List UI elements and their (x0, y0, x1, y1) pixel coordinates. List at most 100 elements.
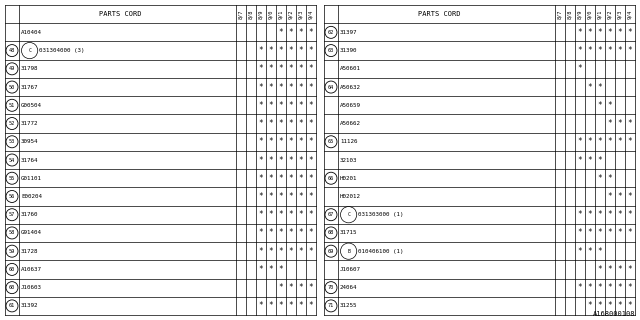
Text: 9/2: 9/2 (289, 9, 294, 19)
Text: *: * (269, 119, 273, 128)
Text: *: * (598, 265, 602, 274)
Text: *: * (308, 46, 314, 55)
Text: 8/9: 8/9 (577, 9, 582, 19)
Text: *: * (299, 301, 303, 310)
Text: 70: 70 (328, 285, 334, 290)
Text: *: * (588, 83, 592, 92)
Text: *: * (289, 192, 293, 201)
Text: 31728: 31728 (21, 249, 38, 254)
Text: 54: 54 (9, 157, 15, 163)
Text: *: * (269, 174, 273, 183)
Text: *: * (278, 301, 284, 310)
Text: *: * (608, 119, 612, 128)
Text: *: * (278, 192, 284, 201)
Text: *: * (299, 83, 303, 92)
Text: 52: 52 (9, 121, 15, 126)
Text: J10607: J10607 (340, 267, 361, 272)
Text: 56: 56 (9, 194, 15, 199)
Text: *: * (598, 101, 602, 110)
Text: A10404: A10404 (21, 30, 42, 35)
Text: *: * (308, 64, 314, 73)
Text: *: * (578, 46, 582, 55)
Text: *: * (618, 210, 622, 219)
Text: *: * (289, 210, 293, 219)
Text: 24064: 24064 (340, 285, 358, 290)
Text: *: * (578, 28, 582, 37)
Text: *: * (608, 228, 612, 237)
Text: 9/3: 9/3 (618, 9, 623, 19)
Text: *: * (608, 137, 612, 146)
Text: *: * (299, 101, 303, 110)
Text: *: * (608, 301, 612, 310)
Text: *: * (259, 119, 263, 128)
Text: *: * (299, 192, 303, 201)
Text: *: * (308, 228, 314, 237)
Text: *: * (278, 156, 284, 164)
Text: *: * (618, 119, 622, 128)
Text: *: * (278, 265, 284, 274)
Text: *: * (259, 64, 263, 73)
Text: *: * (278, 174, 284, 183)
Text: *: * (269, 247, 273, 256)
Text: 31767: 31767 (21, 84, 38, 90)
Text: *: * (308, 119, 314, 128)
Text: *: * (598, 28, 602, 37)
Text: *: * (598, 210, 602, 219)
Text: *: * (308, 174, 314, 183)
Text: *: * (588, 228, 592, 237)
Text: *: * (289, 83, 293, 92)
Text: *: * (608, 46, 612, 55)
Text: *: * (269, 228, 273, 237)
Text: *: * (299, 210, 303, 219)
Text: 62: 62 (328, 30, 334, 35)
Text: *: * (618, 192, 622, 201)
Text: *: * (259, 174, 263, 183)
Text: *: * (608, 174, 612, 183)
Text: *: * (628, 46, 632, 55)
Text: *: * (278, 283, 284, 292)
Text: *: * (308, 192, 314, 201)
Text: *: * (289, 119, 293, 128)
Text: 31397: 31397 (340, 30, 358, 35)
Text: *: * (259, 137, 263, 146)
Text: B: B (347, 249, 350, 254)
Text: E00204: E00204 (21, 194, 42, 199)
Text: *: * (269, 83, 273, 92)
Text: 55: 55 (9, 176, 15, 181)
Text: 11126: 11126 (340, 139, 358, 144)
Text: *: * (269, 46, 273, 55)
Text: *: * (598, 301, 602, 310)
Text: *: * (588, 28, 592, 37)
Text: 9/1: 9/1 (278, 9, 284, 19)
Text: C: C (28, 48, 31, 53)
Text: *: * (269, 101, 273, 110)
Text: 69: 69 (328, 249, 334, 254)
Text: *: * (289, 174, 293, 183)
Text: *: * (598, 283, 602, 292)
Text: *: * (278, 46, 284, 55)
Text: *: * (289, 64, 293, 73)
Text: *: * (578, 247, 582, 256)
Text: A50659: A50659 (340, 103, 361, 108)
Text: 60: 60 (9, 285, 15, 290)
Text: 49: 49 (9, 66, 15, 71)
Text: *: * (618, 46, 622, 55)
Text: *: * (588, 210, 592, 219)
Text: *: * (608, 192, 612, 201)
Text: H0201: H0201 (340, 176, 358, 181)
Text: 50: 50 (9, 84, 15, 90)
Text: *: * (618, 228, 622, 237)
Text: *: * (299, 247, 303, 256)
Text: 68: 68 (328, 230, 334, 236)
Text: *: * (299, 174, 303, 183)
Text: *: * (618, 265, 622, 274)
Text: *: * (289, 101, 293, 110)
Text: 32103: 32103 (340, 157, 358, 163)
Text: *: * (608, 210, 612, 219)
Text: *: * (278, 228, 284, 237)
Text: 9/1: 9/1 (598, 9, 602, 19)
Text: *: * (578, 228, 582, 237)
Text: *: * (259, 247, 263, 256)
Text: A50632: A50632 (340, 84, 361, 90)
Text: 8/8: 8/8 (568, 9, 573, 19)
